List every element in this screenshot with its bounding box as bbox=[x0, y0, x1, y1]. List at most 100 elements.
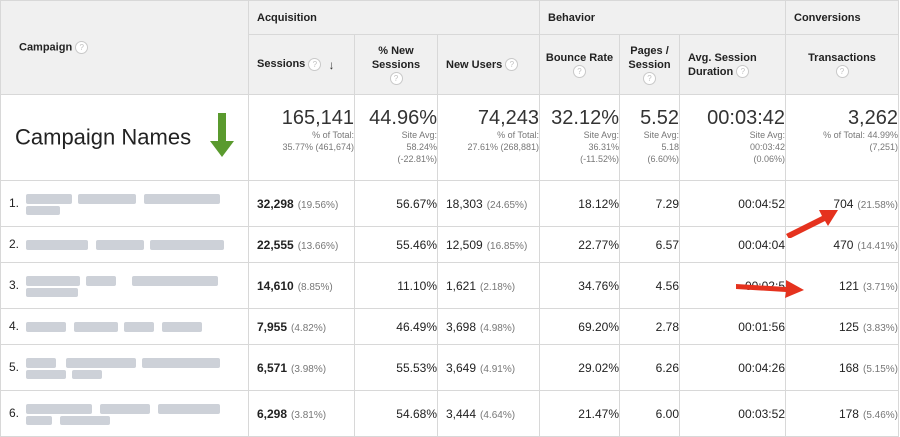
behavior-group-header: Behavior bbox=[539, 0, 786, 35]
bounce-rate-column-header[interactable]: Bounce Rate ? bbox=[539, 34, 620, 95]
help-icon[interactable]: ? bbox=[643, 72, 656, 86]
total-bounce-rate-value: 32.12% bbox=[551, 107, 619, 129]
avg-duration-cell: 00:03:52 bbox=[679, 390, 786, 437]
transactions-pct: (5.46%) bbox=[862, 409, 898, 421]
transactions-value: 125 bbox=[838, 319, 859, 334]
help-icon[interactable]: ? bbox=[308, 58, 322, 72]
sessions-value: 6,571 bbox=[257, 360, 288, 375]
redacted-campaign-name[interactable] bbox=[26, 238, 226, 252]
new-users-pct: (4.98%) bbox=[480, 322, 516, 334]
new-users-value: 3,444 bbox=[446, 406, 477, 421]
total-pages-session-sub3: (6.60%) bbox=[647, 154, 679, 164]
help-icon[interactable]: ? bbox=[573, 65, 586, 79]
total-pages-session-value: 5.52 bbox=[640, 107, 679, 129]
campaign-header-label: Campaign bbox=[19, 41, 73, 54]
pages-session-cell: 2.78 bbox=[619, 308, 680, 345]
table-row: 1. 32,298 (19.56%) 56.67% 18,303 (24.65%) … bbox=[0, 180, 899, 227]
total-transactions-sub2: (7,251) bbox=[869, 142, 898, 152]
new-users-cell: 3,649 (4.91%) bbox=[437, 344, 540, 391]
bounce-rate-cell: 22.77% bbox=[539, 226, 620, 263]
campaign-name-cell[interactable]: 5. bbox=[0, 344, 249, 391]
sort-down-icon[interactable]: ↓ bbox=[328, 57, 335, 72]
transactions-value: 704 bbox=[833, 196, 854, 211]
transactions-cell: 178 (5.46%) bbox=[785, 390, 899, 437]
redacted-campaign-name[interactable] bbox=[26, 320, 226, 334]
total-new-users-sub1: % of Total: bbox=[497, 130, 539, 140]
new-users-value: 3,698 bbox=[446, 319, 477, 334]
new-users-cell: 1,621 (2.18%) bbox=[437, 262, 540, 309]
new-users-header-label: New Users bbox=[446, 58, 503, 71]
new-users-value: 18,303 bbox=[446, 196, 483, 211]
campaign-name-cell[interactable]: 4. bbox=[0, 308, 249, 345]
total-avg-duration-sub1: Site Avg: bbox=[749, 130, 785, 140]
new-sessions-header-label: % New Sessions bbox=[371, 44, 421, 71]
pages-session-column-header[interactable]: Pages / Session ? bbox=[619, 34, 680, 95]
row-index: 2. bbox=[9, 237, 20, 252]
total-sessions-sub2: 35.77% (461,674) bbox=[282, 142, 354, 152]
help-icon[interactable]: ? bbox=[835, 65, 849, 79]
pages-session-cell: 6.00 bbox=[619, 390, 680, 437]
campaign-name-cell[interactable]: 3. bbox=[0, 262, 249, 309]
total-avg-duration-value: 00:03:42 bbox=[707, 107, 785, 129]
transactions-column-header[interactable]: Transactions ? bbox=[785, 34, 899, 95]
campaign-column-header[interactable]: Campaign ? bbox=[0, 0, 249, 95]
new-users-pct: (4.91%) bbox=[480, 363, 516, 375]
new-users-value: 3,649 bbox=[446, 360, 477, 375]
transactions-value: 121 bbox=[838, 278, 859, 293]
transactions-pct: (21.58%) bbox=[857, 199, 898, 211]
bounce-rate-cell: 18.12% bbox=[539, 180, 620, 227]
new-sessions-column-header[interactable]: % New Sessions ? bbox=[354, 34, 438, 95]
new-users-cell: 3,698 (4.98%) bbox=[437, 308, 540, 345]
campaign-name-cell[interactable]: 2. bbox=[0, 226, 249, 263]
transactions-cell: 125 (3.83%) bbox=[785, 308, 899, 345]
sessions-column-header[interactable]: Sessions ? ↓ bbox=[248, 34, 355, 95]
new-users-pct: (2.18%) bbox=[480, 281, 516, 293]
sessions-header-label: Sessions bbox=[257, 58, 306, 71]
help-icon[interactable]: ? bbox=[75, 41, 89, 54]
help-icon[interactable]: ? bbox=[505, 58, 519, 72]
redacted-campaign-name[interactable] bbox=[26, 402, 226, 426]
new-sessions-cell: 11.10% bbox=[354, 262, 438, 309]
new-users-cell: 3,444 (4.64%) bbox=[437, 390, 540, 437]
help-icon[interactable]: ? bbox=[736, 65, 750, 79]
sessions-pct: (19.56%) bbox=[297, 199, 339, 211]
redacted-campaign-name[interactable] bbox=[26, 356, 226, 380]
pages-session-cell: 6.26 bbox=[619, 344, 680, 391]
new-sessions-cell: 54.68% bbox=[354, 390, 438, 437]
column-header-row: Sessions ? ↓ % New Sessions ? New Users … bbox=[1, 34, 899, 95]
sessions-pct: (8.85%) bbox=[297, 281, 333, 293]
pages-session-header-label: Pages / Session bbox=[628, 44, 671, 71]
bounce-rate-header-label: Bounce Rate bbox=[545, 51, 614, 64]
total-avg-duration: 00:03:42 Site Avg: 00:03:42 (0.06%) bbox=[679, 94, 786, 181]
sessions-value: 6,298 bbox=[257, 406, 288, 421]
table-row: 5. 6,571 (3.98%) 55.53% 3,649 (4.91%) 29.0… bbox=[0, 344, 899, 391]
sessions-cell: 14,610 (8.85%) bbox=[248, 262, 355, 309]
redacted-campaign-name[interactable] bbox=[26, 274, 226, 298]
new-users-cell: 12,509 (16.85%) bbox=[437, 226, 540, 263]
total-transactions-sub1: % of Total: 44.99% bbox=[823, 130, 898, 140]
new-sessions-cell: 55.46% bbox=[354, 226, 438, 263]
transactions-value: 470 bbox=[833, 237, 854, 252]
new-sessions-cell: 56.67% bbox=[354, 180, 438, 227]
sessions-pct: (13.66%) bbox=[297, 240, 339, 252]
avg-duration-cell: 00:01:56 bbox=[679, 308, 786, 345]
total-sessions-value: 165,141 bbox=[281, 107, 354, 129]
sessions-cell: 6,571 (3.98%) bbox=[248, 344, 355, 391]
help-icon[interactable]: ? bbox=[389, 72, 403, 86]
avg-duration-column-header[interactable]: Avg. Session Duration ? bbox=[679, 34, 786, 95]
new-users-column-header[interactable]: New Users ? bbox=[437, 34, 540, 95]
totals-row: Campaign Names 165,141 % of Total: 35.77… bbox=[0, 94, 899, 181]
pages-session-cell: 7.29 bbox=[619, 180, 680, 227]
row-index: 6. bbox=[9, 405, 20, 420]
new-sessions-cell: 55.53% bbox=[354, 344, 438, 391]
total-transactions: 3,262 % of Total: 44.99% (7,251) bbox=[785, 94, 899, 181]
total-transactions-value: 3,262 bbox=[847, 107, 898, 129]
campaign-name-cell[interactable]: 1. bbox=[0, 180, 249, 227]
campaign-name-cell[interactable]: 6. bbox=[0, 390, 249, 437]
pages-session-cell: 6.57 bbox=[619, 226, 680, 263]
row-index: 3. bbox=[9, 277, 20, 292]
redacted-campaign-name[interactable] bbox=[26, 192, 226, 216]
new-users-pct: (16.85%) bbox=[486, 240, 528, 252]
new-users-pct: (24.65%) bbox=[486, 199, 528, 211]
table-row: 3. 14,610 (8.85%) 11.10% 1,621 (2.18%) 34.… bbox=[0, 262, 899, 309]
